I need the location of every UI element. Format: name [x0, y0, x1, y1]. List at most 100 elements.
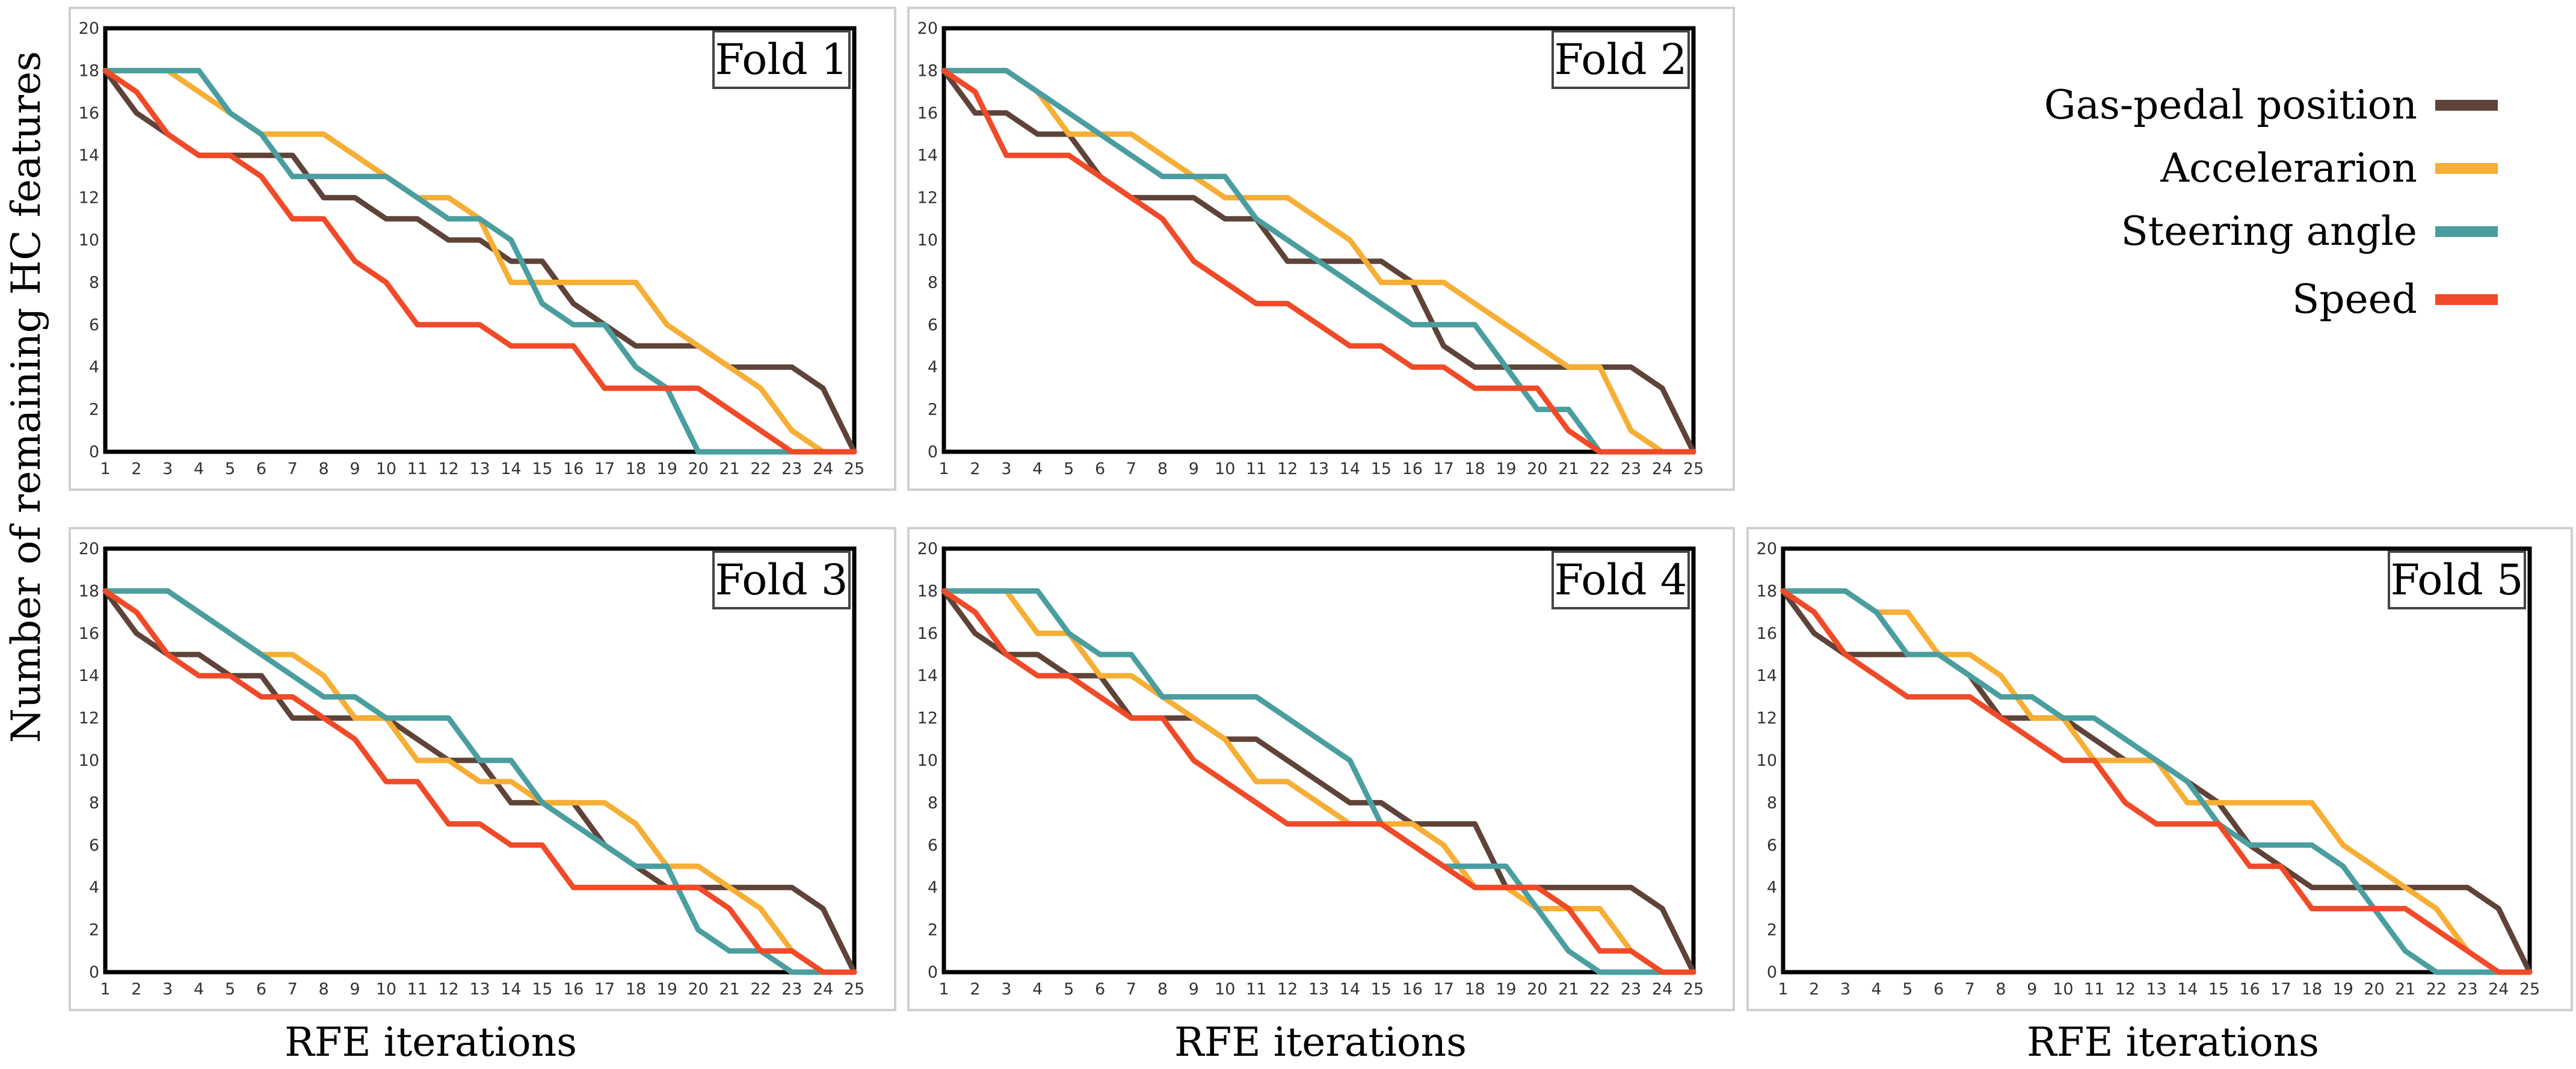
y-tick-label: 12	[1757, 709, 1777, 728]
fold-label-box	[1551, 550, 1690, 609]
x-tick-label: 17	[594, 460, 615, 478]
x-tick-label: 17	[2270, 980, 2291, 999]
x-tick-label: 25	[844, 460, 864, 478]
x-tick-label: 17	[1433, 980, 1453, 999]
x-tick-label: 19	[657, 980, 677, 999]
x-tick-label: 6	[256, 460, 267, 478]
series-lines	[941, 588, 1696, 975]
x-tick-label: 8	[1157, 460, 1168, 478]
x-tick-label: 2	[1809, 980, 1819, 999]
y-tick-label: 14	[917, 667, 938, 685]
x-tick-label: 18	[626, 460, 646, 478]
y-tick-label: 6	[89, 836, 99, 855]
x-tick-label: 14	[501, 980, 521, 999]
series-line-steer	[941, 67, 1696, 455]
x-tick-label: 10	[1215, 460, 1235, 478]
y-tick-label: 2	[1767, 921, 1777, 940]
x-tick-labels: 1 2 3 4 5 6 7 8 9 10 11 12 13 14 15 16 17 18 19 20 21 22 23 24 2…	[1778, 980, 2540, 999]
y-tick-label: 10	[917, 231, 938, 250]
y-tick-label: 16	[917, 624, 938, 643]
y-tick-label: 16	[917, 104, 938, 123]
fold-title: Fold 4	[1555, 555, 1687, 605]
x-tick-label: 21	[719, 980, 739, 999]
x-tick-label: 3	[1001, 460, 1011, 478]
y-tick-label: 0	[1767, 963, 1777, 982]
x-tick-label: 11	[407, 980, 428, 999]
x-tick-label: 13	[1308, 980, 1329, 999]
x-tick-label: 9	[2027, 980, 2037, 999]
y-tick-label: 8	[928, 273, 938, 292]
y-tick-label: 10	[917, 751, 938, 770]
x-tick-label: 4	[1032, 460, 1043, 478]
x-tick-label: 6	[256, 980, 267, 999]
x-tick-label: 8	[1995, 980, 2006, 999]
x-axis-titles: RFE iterations RFE iterations RFE iterat…	[285, 1019, 2319, 1065]
x-tick-label: 16	[563, 460, 584, 478]
x-tick-label: 14	[501, 460, 521, 478]
fold-title: Fold 5	[2391, 555, 2524, 605]
x-tick-label: 5	[225, 980, 235, 999]
x-tick-label: 11	[1246, 460, 1266, 478]
x-tick-label: 12	[2115, 980, 2136, 999]
x-tick-label: 9	[1189, 980, 1199, 999]
y-tick-label: 14	[917, 146, 938, 165]
legend: Gas-pedal position Accelerarion Steering a…	[2044, 82, 2498, 322]
series-line-speed	[1780, 588, 2533, 975]
x-tick-label: 12	[1277, 460, 1298, 478]
plot-area	[941, 546, 1696, 975]
x-tick-label: 13	[1308, 460, 1329, 478]
x-tick-label: 20	[2364, 980, 2384, 999]
x-tick-label: 24	[1652, 980, 1672, 999]
x-tick-label: 25	[1683, 460, 1704, 478]
x-tick-label: 10	[1215, 980, 1235, 999]
x-tick-label: 4	[1872, 980, 1882, 999]
x-tick-label: 18	[1464, 460, 1485, 478]
legend-label: Speed	[2292, 276, 2417, 322]
y-tick-label: 6	[928, 316, 938, 334]
x-tick-label: 2	[131, 460, 141, 478]
x-tick-label: 23	[781, 460, 802, 478]
series-lines	[1780, 588, 2533, 975]
x-tick-label: 12	[438, 460, 458, 478]
x-tick-label: 15	[532, 460, 552, 478]
legend-item-steer: Steering angle	[2121, 208, 2498, 254]
y-tick-label: 12	[917, 189, 938, 208]
y-tick-label: 20	[917, 19, 938, 38]
legend-label: Steering angle	[2121, 208, 2417, 254]
x-tick-label: 19	[657, 460, 677, 478]
y-tick-label: 6	[928, 836, 938, 855]
legend-item-gas: Gas-pedal position	[2044, 82, 2498, 128]
y-tick-label: 8	[928, 793, 938, 812]
y-tick-label: 20	[1757, 540, 1777, 558]
x-tick-label: 22	[2426, 980, 2447, 999]
y-tick-label: 0	[928, 443, 938, 461]
x-tick-label: 16	[1402, 460, 1423, 478]
series-lines	[102, 588, 857, 975]
y-tick-label: 16	[1757, 624, 1777, 643]
x-tick-label: 23	[1621, 460, 1641, 478]
series-line-speed	[102, 588, 857, 975]
y-tick-label: 12	[917, 709, 938, 728]
x-tick-label: 7	[288, 460, 298, 478]
x-tick-label: 15	[1371, 980, 1391, 999]
x-tick-label: 7	[288, 980, 298, 999]
x-tick-label: 16	[2239, 980, 2260, 999]
x-tick-label: 21	[1558, 460, 1579, 478]
y-tick-label: 18	[79, 61, 99, 80]
x-tick-label: 11	[407, 460, 428, 478]
legend-item-speed: Speed	[2292, 276, 2498, 322]
y-tick-label: 2	[928, 401, 938, 419]
y-tick-label: 6	[89, 316, 99, 334]
y-tick-labels: 0 2 4 6 8 10 12 14 16 18 20	[1757, 540, 1777, 982]
x-tick-label: 24	[1652, 460, 1672, 478]
x-axis-title-col-1: RFE iterations	[285, 1019, 577, 1065]
series-line-speed	[941, 588, 1696, 975]
y-tick-label: 14	[1757, 667, 1777, 685]
x-tick-label: 11	[1246, 980, 1266, 999]
x-tick-label: 12	[438, 980, 458, 999]
